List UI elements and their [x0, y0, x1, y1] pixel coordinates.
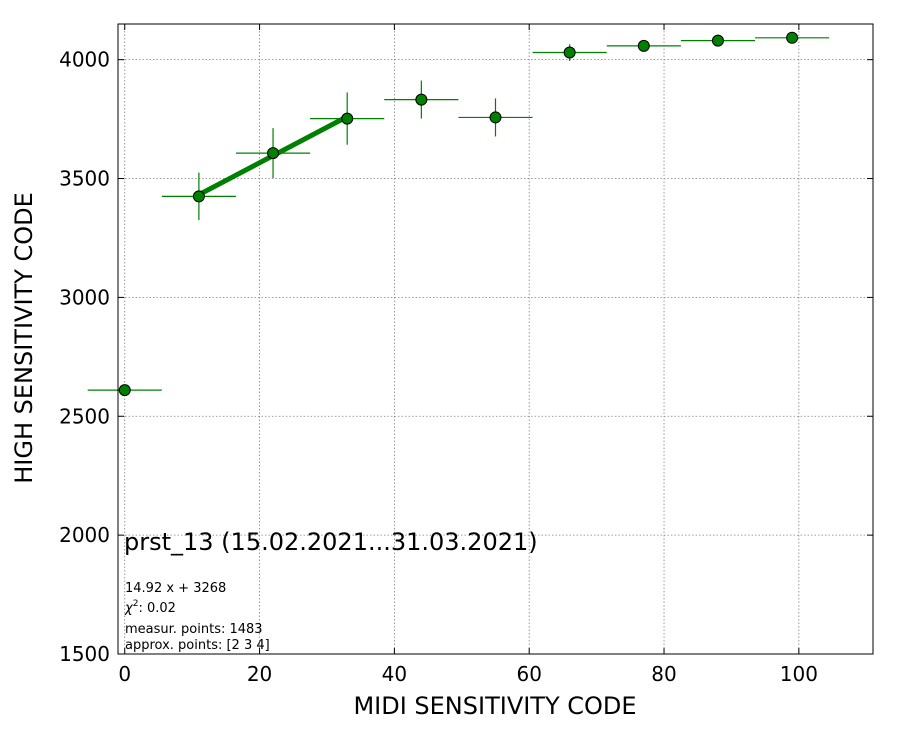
y-tick-labels: 1500 2000 2500 3000 3500 4000 [59, 48, 110, 666]
chi-value: : 0.02 [138, 601, 175, 616]
data-point [341, 112, 354, 125]
data-point [489, 111, 502, 124]
data-point [711, 34, 724, 47]
x-tick-label: 0 [118, 662, 131, 686]
chi-symbol: χ [124, 601, 134, 616]
x-tick-label: 80 [651, 662, 676, 686]
x-tick-label: 60 [516, 662, 541, 686]
y-tick-label: 2000 [59, 523, 110, 547]
y-tick-label: 3000 [59, 285, 110, 309]
grid-lines [118, 24, 873, 655]
data-point [192, 190, 205, 203]
data-point [415, 93, 428, 106]
chi-square: χ2: 0.02 [124, 599, 176, 616]
data-point [786, 31, 799, 44]
data-points [118, 31, 799, 397]
x-tick-label: 40 [382, 662, 407, 686]
y-tick-label: 1500 [59, 642, 110, 666]
chi-superscript: 2 [133, 599, 139, 609]
data-point [267, 147, 280, 160]
x-tick-label: 20 [247, 662, 272, 686]
plot-frame [117, 23, 874, 655]
fit-equation: 14.92 x + 3268 [125, 581, 226, 596]
data-point [563, 46, 576, 59]
x-tick-labels: 0 20 40 60 80 100 [118, 662, 818, 686]
x-tick-label: 100 [780, 662, 818, 686]
run-label: prst_13 (15.02.2021...31.03.2021) [124, 528, 538, 556]
measur-points: measur. points: 1483 [125, 622, 263, 637]
x-axis-title: MIDI SENSITIVITY CODE [353, 692, 636, 720]
data-point [118, 384, 131, 397]
y-tick-label: 2500 [59, 404, 110, 428]
y-tick-label: 4000 [59, 48, 110, 72]
approx-points: approx. points: [2 3 4] [125, 638, 270, 653]
y-axis-title: HIGH SENSITIVITY CODE [10, 192, 38, 484]
y-tick-label: 3500 [59, 167, 110, 191]
data-point [637, 39, 650, 52]
